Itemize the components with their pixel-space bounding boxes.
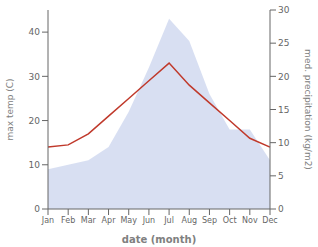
svg-text:Aug: Aug — [181, 216, 197, 225]
svg-text:Sep: Sep — [202, 216, 217, 225]
svg-text:Jun: Jun — [142, 216, 156, 225]
svg-text:25: 25 — [278, 38, 289, 48]
svg-text:Jan: Jan — [41, 216, 54, 225]
svg-text:Nov: Nov — [242, 216, 258, 225]
svg-text:10: 10 — [29, 160, 41, 170]
svg-text:15: 15 — [278, 105, 289, 115]
svg-text:date (month): date (month) — [122, 234, 196, 245]
svg-text:max temp (C): max temp (C) — [8, 78, 15, 140]
svg-text:Dec: Dec — [262, 216, 277, 225]
svg-text:0: 0 — [34, 204, 40, 214]
svg-text:0: 0 — [278, 204, 284, 214]
svg-text:Jul: Jul — [163, 216, 174, 225]
svg-text:10: 10 — [278, 138, 290, 148]
svg-text:20: 20 — [29, 116, 41, 126]
svg-text:20: 20 — [278, 72, 290, 82]
svg-text:30: 30 — [29, 72, 41, 82]
svg-text:Oct: Oct — [223, 216, 237, 225]
svg-text:5: 5 — [278, 171, 284, 181]
svg-text:med. precipitation (kg/m2): med. precipitation (kg/m2) — [303, 49, 310, 170]
svg-text:Mar: Mar — [81, 216, 97, 225]
svg-text:30: 30 — [278, 5, 290, 15]
svg-text:Apr: Apr — [102, 216, 117, 225]
svg-text:40: 40 — [29, 27, 41, 37]
svg-text:Feb: Feb — [61, 216, 75, 225]
svg-text:May: May — [120, 216, 137, 225]
